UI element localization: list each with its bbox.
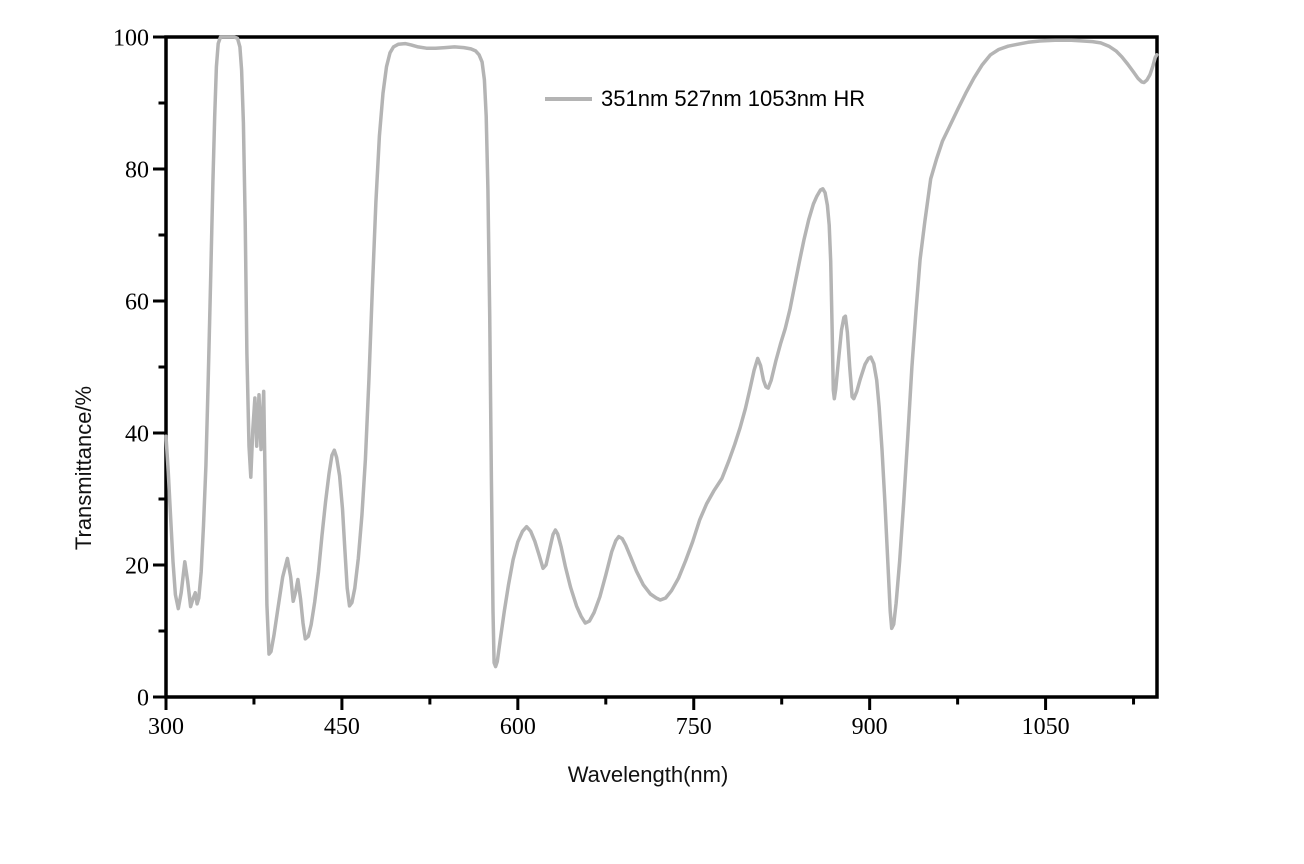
x-tick-label: 300 [148,714,184,740]
y-tick-label: 60 [125,290,149,316]
y-axis-title: Transmittance/% [71,385,96,551]
x-tick-label: 450 [324,714,360,740]
legend-label: 351nm 527nm 1053nm HR [601,86,866,111]
y-tick-label: 80 [125,158,149,184]
y-tick-label: 40 [125,422,149,448]
x-tick-label: 900 [852,714,888,740]
transmittance-curve [164,35,1159,669]
x-tick-label: 600 [500,714,536,740]
legend: 351nm 527nm 1053nm HR [545,86,866,111]
x-tick-label: 1050 [1022,714,1070,740]
x-tick-label: 750 [676,714,712,740]
y-tick-label: 100 [113,26,149,52]
y-tick-label: 20 [125,554,149,580]
x-axis-title: Wavelength(nm) [567,762,729,787]
y-tick-label: 0 [137,686,149,712]
legend-line-sample [545,97,592,101]
